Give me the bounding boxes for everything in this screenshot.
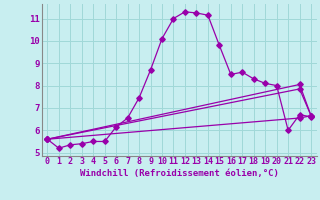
X-axis label: Windchill (Refroidissement éolien,°C): Windchill (Refroidissement éolien,°C) [80,169,279,178]
